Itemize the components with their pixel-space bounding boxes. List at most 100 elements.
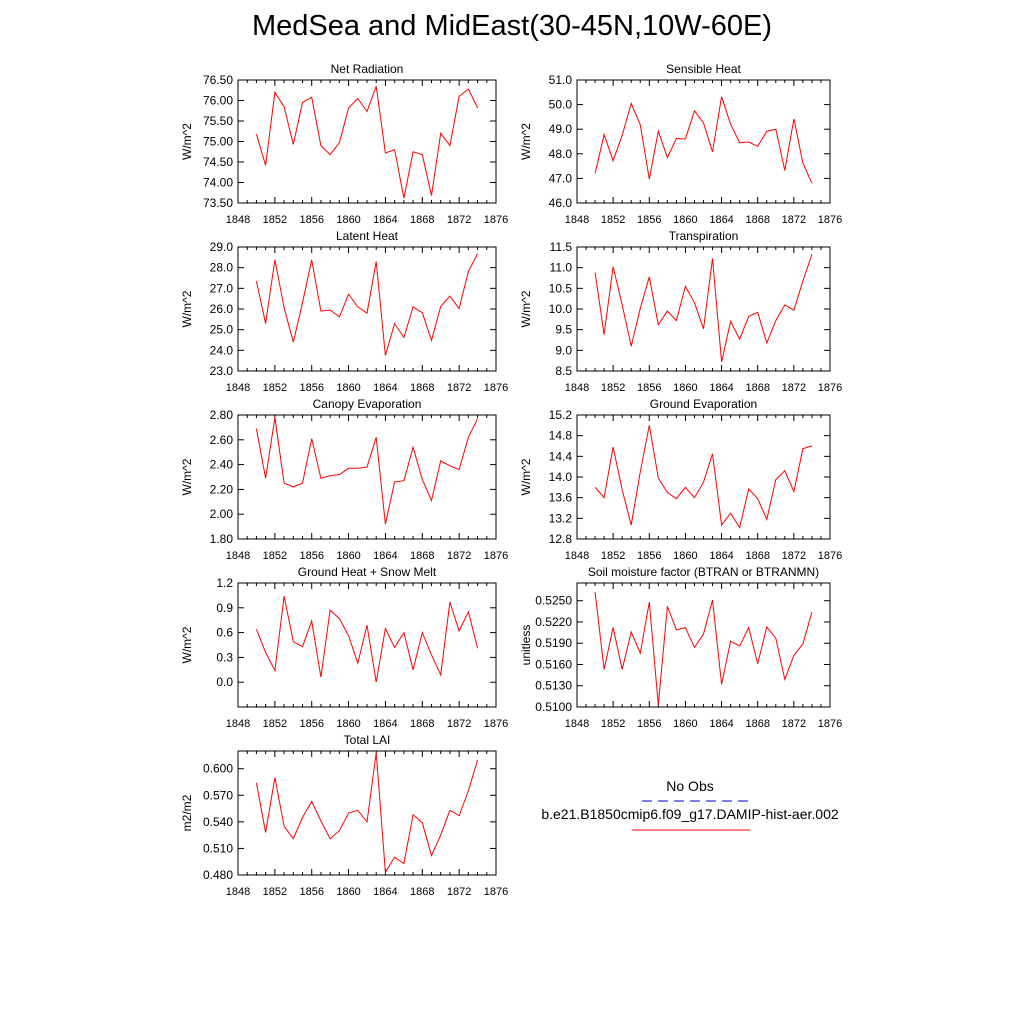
x-tick-label: 1872 <box>782 214 806 226</box>
panel-title: Canopy Evaporation <box>313 397 422 411</box>
x-tick-label: 1852 <box>263 718 287 730</box>
x-tick-label: 1852 <box>601 214 625 226</box>
x-tick-label: 1868 <box>410 718 434 730</box>
y-tick-label: 12.8 <box>549 532 573 546</box>
x-tick-label: 1848 <box>565 718 589 730</box>
legend-no-obs-label: No Obs <box>666 778 714 794</box>
x-tick-label: 1852 <box>263 382 287 394</box>
series-line <box>594 96 813 184</box>
series-line <box>255 417 479 525</box>
x-tick-label: 1860 <box>673 382 697 394</box>
x-tick-label: 1868 <box>410 382 434 394</box>
y-tick-label: 13.2 <box>549 511 573 525</box>
x-tick-label: 1856 <box>637 214 661 226</box>
x-tick-label: 1872 <box>447 214 471 226</box>
x-tick-label: 1860 <box>673 550 697 562</box>
x-tick-label: 1856 <box>299 214 323 226</box>
y-tick-label: 1.2 <box>216 576 233 590</box>
x-tick-label: 1872 <box>782 550 806 562</box>
panel-2: Sensible Heat W/m^2 1848 1852 1856 1860 1864 18… <box>519 62 842 226</box>
x-tick-label: 1868 <box>745 550 769 562</box>
y-tick-label: 2.80 <box>210 408 234 422</box>
panel-9: Total LAI m2/m2 1848 1852 1856 1860 1864 1868 18… <box>180 733 508 898</box>
y-tick-label: 11.0 <box>550 261 573 275</box>
x-tick-label: 1856 <box>637 550 661 562</box>
x-tick-label: 1872 <box>447 886 471 898</box>
x-tick-label: 1876 <box>818 382 842 394</box>
y-axis-label: W/m^2 <box>180 626 194 663</box>
plot-frame <box>237 79 497 204</box>
y-tick-label: 9.0 <box>555 343 572 357</box>
x-tick-label: 1864 <box>709 550 733 562</box>
y-tick-label: 51.0 <box>549 73 573 87</box>
x-tick-label: 1860 <box>673 214 697 226</box>
x-tick-label: 1852 <box>601 550 625 562</box>
panel-3: Latent Heat W/m^2 1848 1852 1856 1860 1864 1868… <box>180 229 508 394</box>
y-tick-label: 0.600 <box>203 762 233 776</box>
x-tick-label: 1860 <box>336 550 360 562</box>
x-tick-label: 1860 <box>673 718 697 730</box>
y-tick-label: 10.5 <box>549 281 573 295</box>
x-tick-label: 1876 <box>484 382 508 394</box>
page-title: MedSea and MidEast(30-45N,10W-60E) <box>251 10 773 42</box>
panel-title: Ground Evaporation <box>650 397 757 411</box>
panel-title: Total LAI <box>344 733 391 747</box>
x-tick-label: 1848 <box>226 214 250 226</box>
plot-frame <box>576 582 831 708</box>
y-axis-label: W/m^2 <box>519 123 533 160</box>
legend-series-line <box>632 829 750 831</box>
x-tick-label: 1864 <box>709 718 733 730</box>
y-tick-label: 0.570 <box>203 788 233 802</box>
y-tick-label: 29.0 <box>210 240 234 254</box>
x-tick-label: 1872 <box>782 382 806 394</box>
y-tick-label: 0.5130 <box>535 679 572 693</box>
y-tick-label: 74.50 <box>203 155 233 169</box>
y-tick-label: 14.0 <box>549 470 573 484</box>
x-tick-label: 1848 <box>565 382 589 394</box>
x-tick-label: 1852 <box>263 214 287 226</box>
panel-title: Soil moisture factor (BTRAN or BTRANMN) <box>588 565 819 579</box>
y-tick-label: 14.4 <box>549 449 573 463</box>
y-tick-label: 2.20 <box>210 482 234 496</box>
x-tick-label: 1876 <box>484 886 508 898</box>
y-axis-label: W/m^2 <box>519 458 533 495</box>
x-tick-label: 1852 <box>263 550 287 562</box>
y-tick-label: 2.00 <box>210 507 234 521</box>
y-tick-label: 46.0 <box>549 196 573 210</box>
x-tick-label: 1872 <box>447 382 471 394</box>
x-tick-label: 1876 <box>484 214 508 226</box>
legend-series-label: b.e21.B1850cmip6.f09_g17.DAMIP-hist-aer.… <box>541 806 839 822</box>
y-axis-label: W/m^2 <box>180 123 194 160</box>
panel-7: Ground Heat + Snow Melt W/m^2 1848 1852 1856… <box>180 565 508 730</box>
x-tick-label: 1860 <box>336 886 360 898</box>
x-tick-label: 1852 <box>601 718 625 730</box>
x-tick-label: 1868 <box>745 718 769 730</box>
y-tick-label: 27.0 <box>210 281 234 295</box>
x-tick-label: 1876 <box>818 550 842 562</box>
y-tick-label: 25.0 <box>210 323 234 337</box>
y-tick-label: 0.9 <box>216 601 233 615</box>
y-tick-label: 0.0 <box>216 675 233 689</box>
y-tick-label: 76.00 <box>203 94 233 108</box>
y-tick-label: 0.5100 <box>535 700 572 714</box>
x-tick-label: 1868 <box>745 214 769 226</box>
y-tick-label: 0.3 <box>216 650 233 664</box>
x-tick-label: 1864 <box>373 382 397 394</box>
y-tick-label: 0.540 <box>203 815 233 829</box>
y-tick-label: 15.2 <box>549 408 573 422</box>
y-tick-label: 13.6 <box>549 491 573 505</box>
series-line <box>594 592 813 705</box>
x-tick-label: 1848 <box>226 886 250 898</box>
panel-title: Ground Heat + Snow Melt <box>298 565 437 579</box>
series-line <box>594 425 813 529</box>
y-tick-label: 0.5220 <box>535 615 572 629</box>
y-tick-label: 14.8 <box>549 429 573 443</box>
legend-obs-line <box>642 800 750 802</box>
x-tick-label: 1864 <box>373 718 397 730</box>
panel-title: Latent Heat <box>336 229 399 243</box>
x-tick-label: 1864 <box>709 214 733 226</box>
plot-frame <box>237 582 497 708</box>
y-tick-label: 76.50 <box>203 73 233 87</box>
y-tick-label: 28.0 <box>210 261 234 275</box>
x-tick-label: 1856 <box>299 886 323 898</box>
